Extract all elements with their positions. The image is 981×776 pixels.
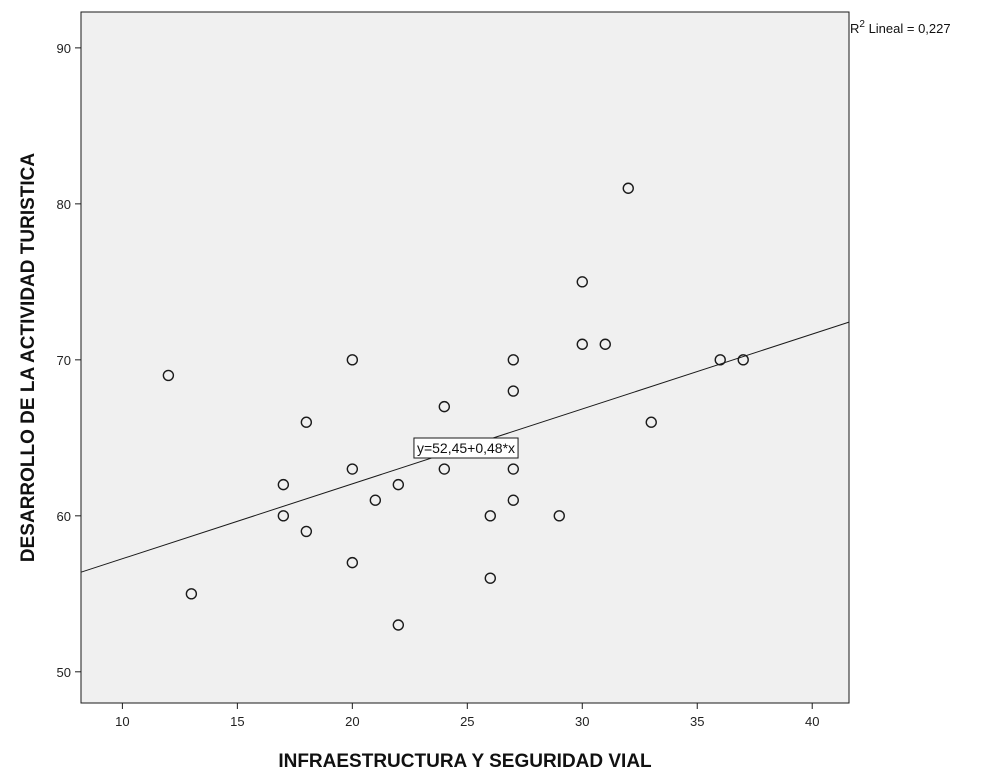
equation-label: y=52,45+0,48*x (413, 437, 519, 459)
data-point (714, 354, 726, 366)
x-tick-label: 15 (230, 714, 244, 729)
data-point (599, 338, 611, 350)
data-point (346, 354, 359, 366)
data-point (507, 463, 519, 475)
r-squared-value: Lineal = 0,227 (865, 21, 951, 36)
data-point (185, 588, 198, 600)
x-tick-label: 30 (575, 714, 589, 729)
y-tick-label: 90 (57, 41, 71, 56)
x-tick-label: 10 (115, 714, 129, 729)
x-axis-title: INFRAESTRUCTURA Y SEGURIDAD VIAL (278, 751, 652, 772)
data-point (346, 556, 359, 569)
data-point (553, 510, 565, 522)
equation-box (413, 437, 519, 459)
y-tick-label: 60 (57, 509, 71, 524)
data-point (346, 463, 359, 475)
y-axis: 50 60 70 80 90 (57, 41, 81, 680)
data-point (645, 416, 657, 428)
data-point (737, 354, 749, 366)
r-squared-prefix: R (850, 21, 859, 36)
equation-text: y=52,45+0,48*x (417, 440, 515, 456)
y-tick-label: 80 (57, 197, 71, 212)
data-point (576, 276, 588, 288)
data-point (622, 182, 634, 194)
data-point (507, 494, 519, 506)
data-point (484, 510, 496, 522)
data-point (507, 354, 519, 366)
data-point (277, 510, 290, 522)
x-tick-label: 25 (460, 714, 474, 729)
data-point (507, 385, 519, 397)
data-point (392, 478, 405, 491)
data-point (438, 463, 451, 475)
x-tick-label: 20 (345, 714, 359, 729)
r-squared-superscript: 2 (859, 19, 865, 30)
data-point (277, 478, 290, 491)
data-point (576, 338, 588, 350)
y-tick-label: 70 (57, 353, 71, 368)
data-point (392, 619, 405, 631)
data-point (300, 416, 313, 428)
data-point (162, 369, 175, 382)
data-point (300, 525, 313, 538)
x-tick-label: 40 (805, 714, 819, 729)
x-tick-label: 35 (690, 714, 704, 729)
r-squared-label: R2 Lineal = 0,227 (850, 19, 951, 36)
y-axis-title: DESARROLLO DE LA ACTIVIDAD TURISTICA (18, 153, 39, 562)
data-point (438, 400, 451, 413)
plot-area (80, 11, 850, 704)
y-tick-label: 50 (57, 665, 71, 680)
data-point (369, 494, 382, 506)
data-points (162, 182, 749, 631)
data-point (484, 572, 496, 584)
x-axis: 10 15 20 25 30 35 40 (115, 703, 819, 729)
